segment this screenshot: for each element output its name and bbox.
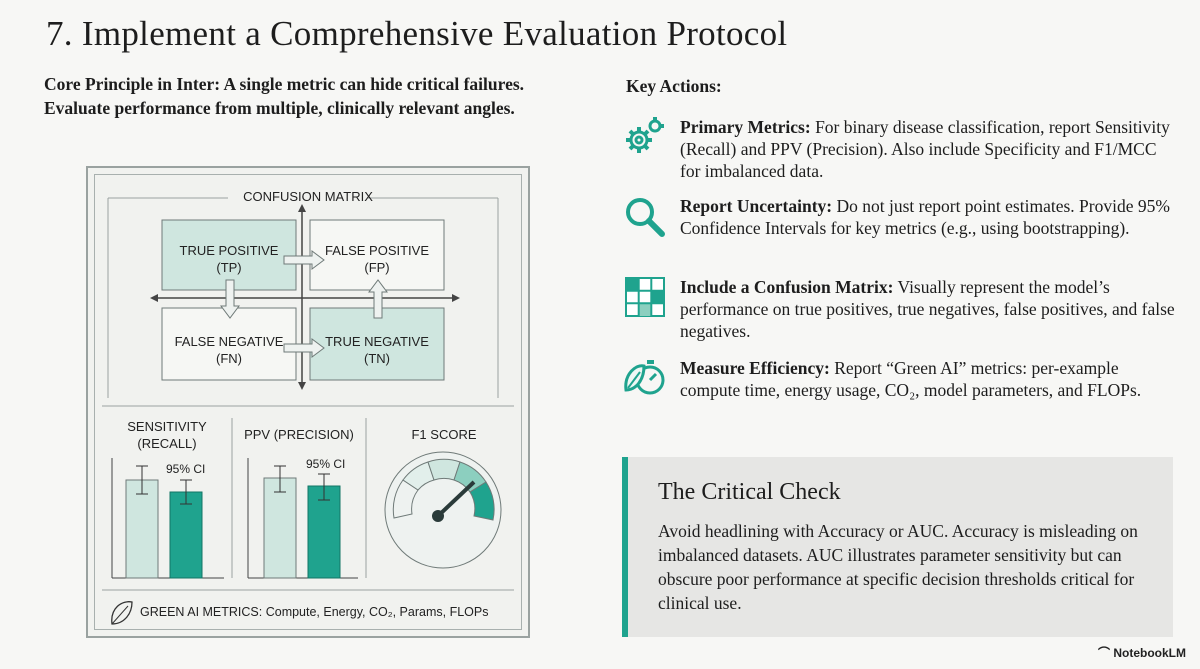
key-actions-heading: Key Actions: bbox=[626, 76, 722, 96]
action-report-uncertainty: Report Uncertainty: Do not just report p… bbox=[680, 196, 1170, 238]
notebooklm-logo: ⌒ NotebookLM bbox=[1097, 646, 1186, 660]
core-principle: Core Principle in Inter: A single metric… bbox=[44, 74, 525, 118]
leaf-stopwatch-icon bbox=[624, 360, 665, 395]
illustration-graphics bbox=[102, 197, 514, 625]
page-title: 7. Implement a Comprehensive Evaluation … bbox=[46, 14, 788, 53]
critical-check-panel: The Critical Check Avoid headlining with… bbox=[622, 457, 1173, 637]
confusion-matrix-label: CONFUSION MATRIX bbox=[243, 189, 373, 204]
evaluation-illustration: CONFUSION MATRIX TRUE POSITIVE (TP) FALSE… bbox=[86, 166, 530, 638]
leaf-icon bbox=[111, 601, 133, 625]
tn-cell: TRUE NEGATIVE (TN) bbox=[325, 334, 429, 366]
brand-icon: ⌒ bbox=[1097, 646, 1110, 660]
f1-label: F1 SCORE bbox=[411, 427, 477, 442]
critical-check-title: The Critical Check bbox=[658, 479, 841, 505]
action-measure-efficiency: Measure Efficiency: Report “Green AI” me… bbox=[680, 358, 1142, 400]
sensitivity-ci-label: 95% CI bbox=[166, 462, 206, 476]
sensitivity-label: SENSITIVITY (RECALL) bbox=[127, 419, 207, 451]
ppv-ci-label: 95% CI bbox=[306, 457, 346, 471]
f1-gauge-icon bbox=[384, 451, 502, 569]
action-confusion-matrix: Include a Confusion Matrix: Visually rep… bbox=[680, 277, 1175, 341]
green-ai-metrics: GREEN AI METRICS: Compute, Energy, CO₂, … bbox=[140, 605, 489, 619]
critical-check-body: Avoid headlining with Accuracy or AUC. A… bbox=[658, 521, 1138, 613]
magnifier-icon bbox=[626, 198, 665, 237]
fn-cell: FALSE NEGATIVE (FN) bbox=[174, 334, 284, 366]
gears-icon bbox=[626, 117, 664, 153]
grid-icon bbox=[625, 277, 665, 317]
tp-cell: TRUE POSITIVE (TP) bbox=[179, 243, 279, 275]
action-primary-metrics: Primary Metrics: For binary disease clas… bbox=[680, 117, 1170, 181]
fp-cell: FALSE POSITIVE (FP) bbox=[324, 243, 430, 275]
ppv-label: PPV (PRECISION) bbox=[244, 427, 354, 442]
